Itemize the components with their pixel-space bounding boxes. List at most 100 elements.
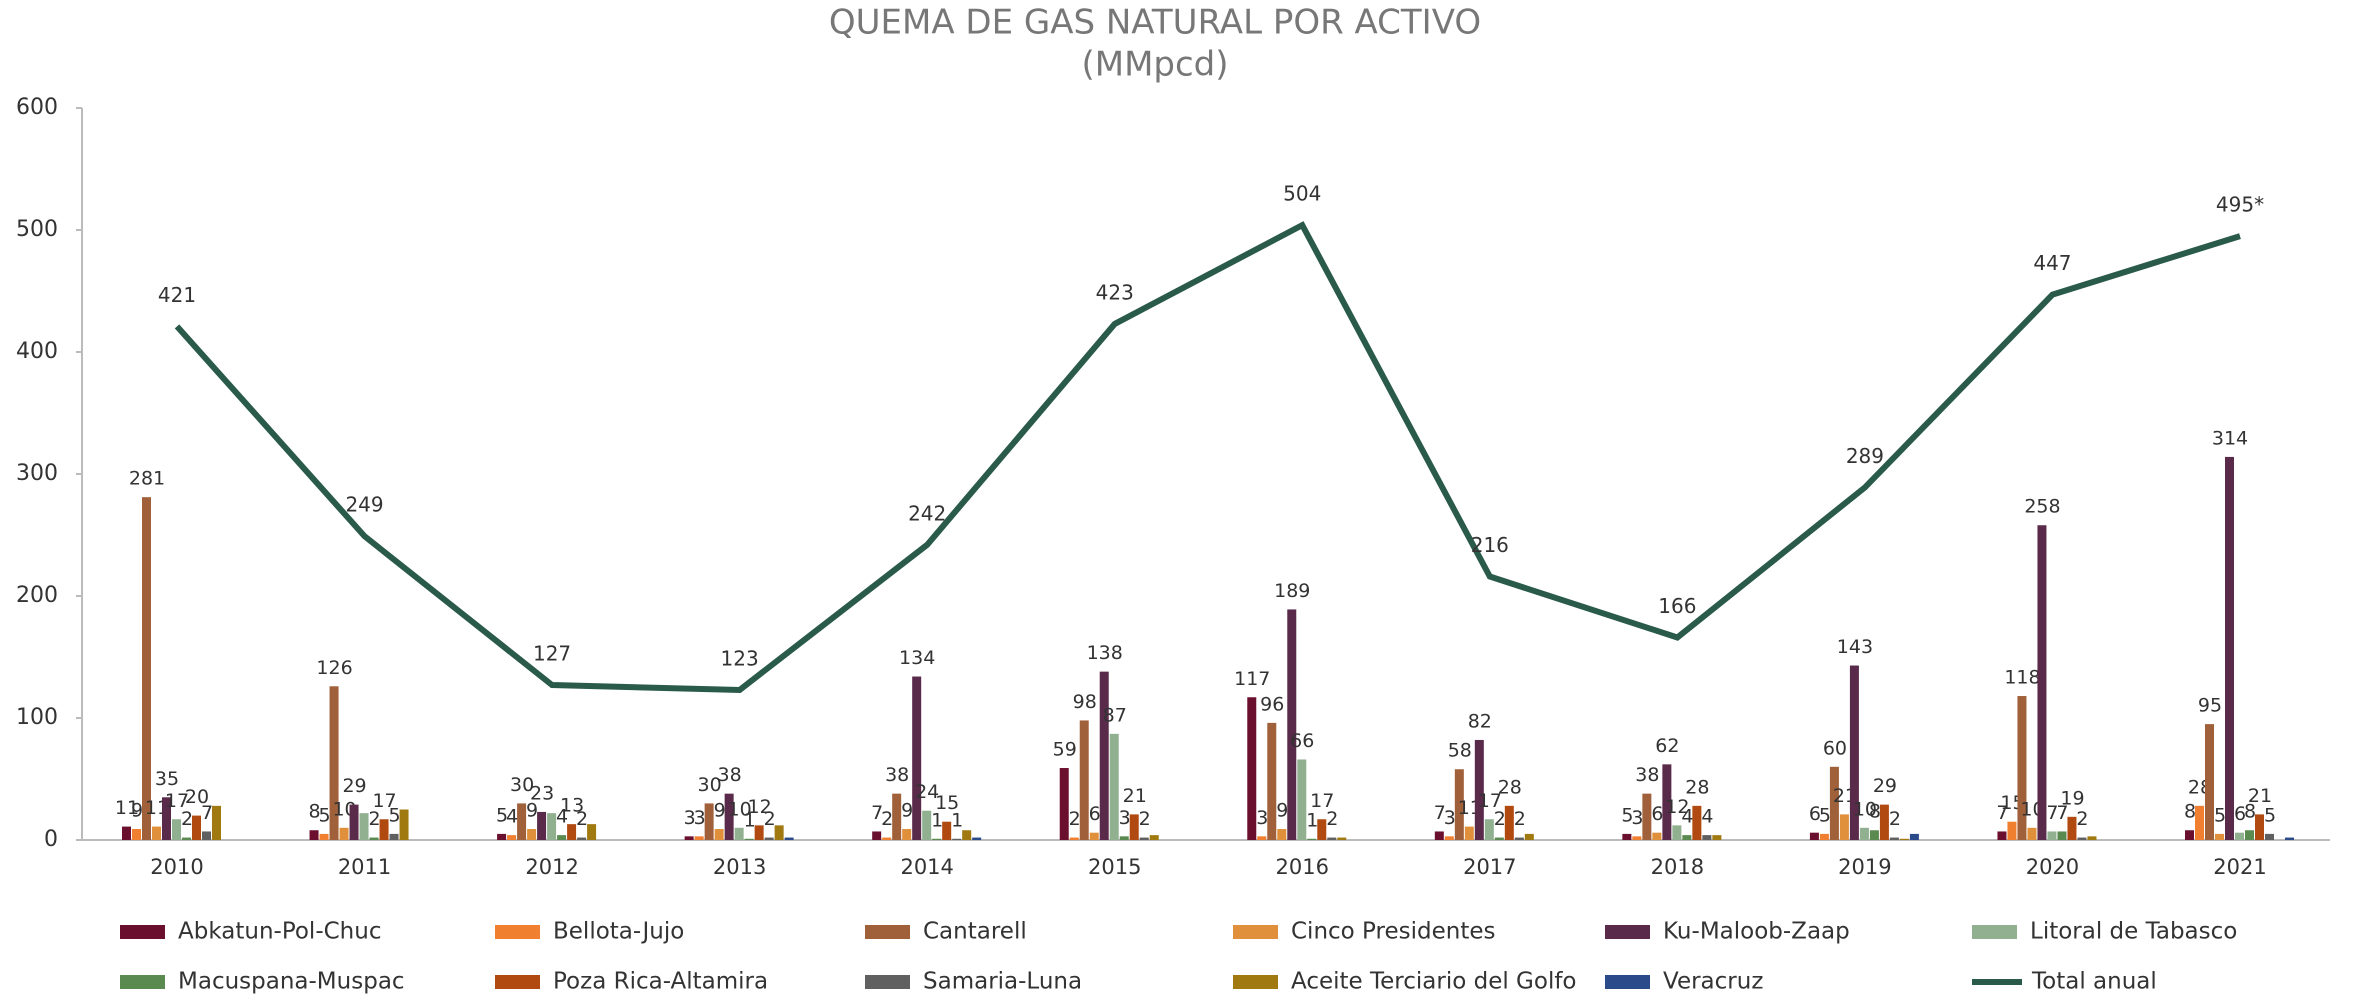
bar xyxy=(2195,805,2204,840)
bar-label: 3 xyxy=(1444,807,1456,829)
bar xyxy=(202,831,211,840)
bar xyxy=(1149,835,1159,840)
bar-label: 7 xyxy=(201,802,213,824)
legend-label: Aceite Terciario del Golfo xyxy=(1291,969,1577,995)
bar xyxy=(379,819,389,840)
bar-label: 2 xyxy=(576,808,588,830)
bar xyxy=(2047,831,2057,840)
bar xyxy=(1652,832,1662,840)
bar xyxy=(122,826,131,840)
bar xyxy=(872,831,882,840)
bar xyxy=(2077,837,2087,840)
bar xyxy=(952,838,962,840)
bar-label: 30 xyxy=(698,774,722,796)
bar-label: 58 xyxy=(1448,740,1472,762)
bar xyxy=(587,824,597,840)
y-tick-label: 100 xyxy=(16,705,58,730)
bar xyxy=(1099,671,1109,840)
bar xyxy=(1859,827,1869,840)
bar-label: 87 xyxy=(1103,704,1127,726)
bar-label: 5 xyxy=(2264,804,2276,826)
y-tick-label: 500 xyxy=(16,217,58,242)
bar xyxy=(1692,805,1702,840)
y-tick-label: 600 xyxy=(16,95,58,120)
bar xyxy=(1247,697,1257,840)
bar xyxy=(152,826,161,840)
bar-label: 7 xyxy=(2046,802,2058,824)
bar xyxy=(537,811,547,840)
legend-swatch xyxy=(120,975,165,989)
bar xyxy=(359,813,369,840)
bar xyxy=(369,837,379,840)
bar-label: 8 xyxy=(308,801,320,823)
legend-label: Samaria-Luna xyxy=(923,969,1082,995)
bar xyxy=(517,803,527,840)
bar-label: 17 xyxy=(372,790,396,812)
bar-label: 17 xyxy=(165,790,189,812)
bar xyxy=(724,793,734,840)
bar xyxy=(1277,829,1287,840)
bar-label: 17 xyxy=(1478,790,1502,812)
bar-label: 38 xyxy=(1635,764,1659,786)
bar-label: 7 xyxy=(1996,802,2008,824)
bar-label: 82 xyxy=(1468,710,1492,732)
x-tick-label: 2019 xyxy=(1838,855,1891,879)
bar-label: 3 xyxy=(1119,807,1131,829)
legend-label: Macuspana-Muspac xyxy=(178,969,405,995)
bar-label: 134 xyxy=(899,647,935,669)
bar-label: 2 xyxy=(181,808,193,830)
bar-label: 62 xyxy=(1655,735,1679,757)
bar xyxy=(684,836,694,840)
bar xyxy=(1307,838,1317,840)
legend-label: Bellota-Jujo xyxy=(553,919,684,945)
bar xyxy=(714,829,724,840)
bar xyxy=(2185,830,2194,840)
bar-label: 29 xyxy=(342,775,366,797)
bar-label: 2 xyxy=(1514,808,1526,830)
bar xyxy=(2087,836,2097,840)
bar xyxy=(192,815,201,840)
legend-swatch xyxy=(495,975,540,989)
bar xyxy=(1702,835,1712,840)
bar-label: 126 xyxy=(316,657,352,679)
bar xyxy=(182,837,191,840)
bar xyxy=(2067,816,2077,840)
line-label: 216 xyxy=(1471,533,1509,557)
bar-label: 2 xyxy=(1069,808,1081,830)
bar xyxy=(1682,835,1692,840)
bar-label: 2 xyxy=(1889,808,1901,830)
bar xyxy=(142,497,151,840)
bar xyxy=(319,833,329,840)
chart-title: QUEMA DE GAS NATURAL POR ACTIVO xyxy=(829,3,1481,43)
bar-label: 4 xyxy=(506,806,518,828)
bar-label: 5 xyxy=(496,804,508,826)
bar-label: 8 xyxy=(1869,801,1881,823)
x-tick-label: 2012 xyxy=(525,855,578,879)
bar-label: 95 xyxy=(2198,695,2222,717)
bar xyxy=(1514,837,1524,840)
bar xyxy=(1327,837,1337,840)
bar xyxy=(2265,833,2274,840)
x-tick-label: 2013 xyxy=(713,855,766,879)
bar xyxy=(329,686,339,840)
bar-label: 12 xyxy=(1665,796,1689,818)
bar xyxy=(972,837,982,840)
line-label: 495* xyxy=(2216,193,2264,217)
bar xyxy=(694,836,704,840)
legend-label: Litoral de Tabasco xyxy=(2030,919,2237,945)
x-tick-label: 2010 xyxy=(150,855,203,879)
x-tick-label: 2014 xyxy=(900,855,953,879)
bar-label: 138 xyxy=(1087,642,1123,664)
legend-swatch xyxy=(1972,925,2017,939)
line-label: 166 xyxy=(1658,594,1696,618)
legend-swatch xyxy=(1233,975,1278,989)
bar xyxy=(172,819,181,840)
bar xyxy=(922,810,932,840)
bar-label: 23 xyxy=(530,782,554,804)
bar xyxy=(2017,696,2027,840)
bar-label: 117 xyxy=(1234,668,1270,690)
bar-label: 28 xyxy=(1498,776,1522,798)
bar-label: 1 xyxy=(744,809,756,831)
bar-label: 28 xyxy=(1685,776,1709,798)
bar xyxy=(1059,768,1069,840)
